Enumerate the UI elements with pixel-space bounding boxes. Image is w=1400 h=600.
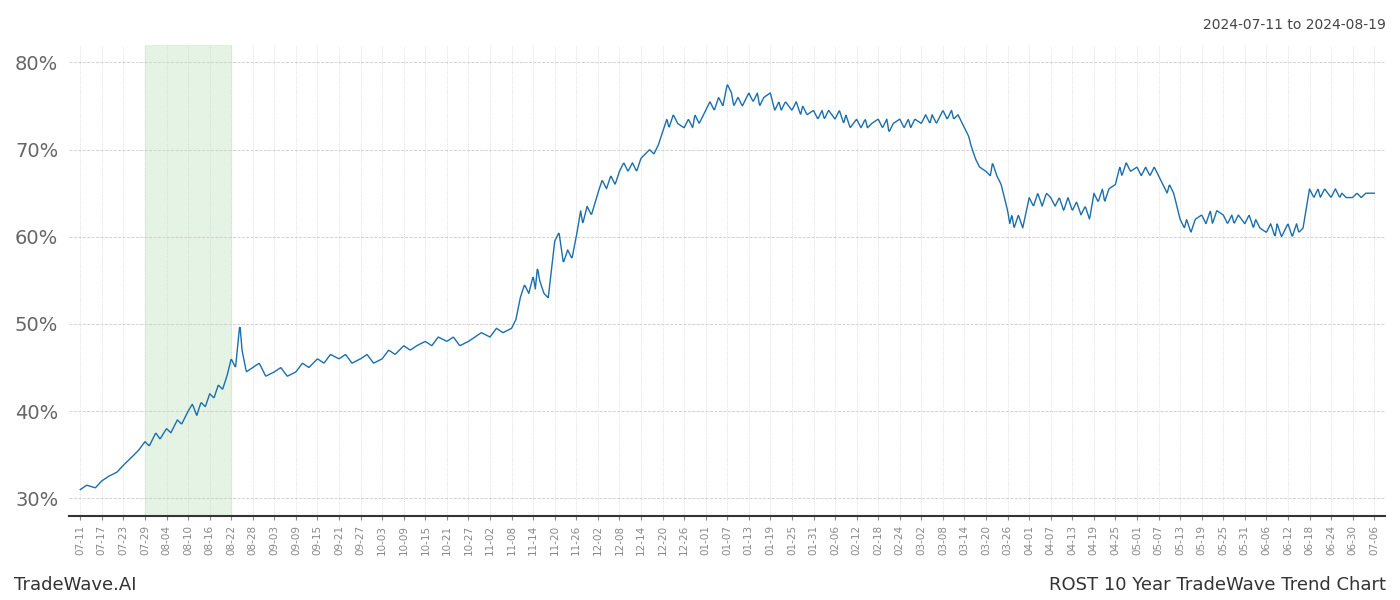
Text: TradeWave.AI: TradeWave.AI <box>14 576 137 594</box>
Text: 2024-07-11 to 2024-08-19: 2024-07-11 to 2024-08-19 <box>1203 18 1386 32</box>
Bar <box>146 45 231 516</box>
Text: ROST 10 Year TradeWave Trend Chart: ROST 10 Year TradeWave Trend Chart <box>1049 576 1386 594</box>
